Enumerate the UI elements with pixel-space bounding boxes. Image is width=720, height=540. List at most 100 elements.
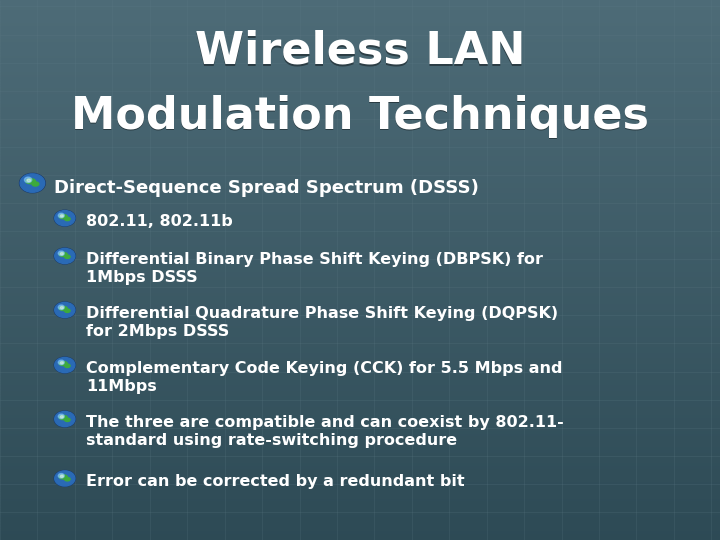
Bar	[0, 219, 720, 221]
Bar	[0, 16, 720, 19]
Circle shape	[54, 357, 76, 373]
Bar	[0, 59, 720, 62]
Bar	[0, 300, 720, 302]
Bar	[0, 192, 720, 194]
Bar	[0, 103, 720, 105]
Bar	[0, 359, 720, 362]
Circle shape	[54, 302, 76, 318]
Bar	[0, 329, 720, 332]
Circle shape	[20, 174, 45, 192]
Bar	[0, 248, 720, 251]
Bar	[0, 57, 720, 59]
Bar	[0, 211, 720, 213]
Text: Modulation Techniques: Modulation Techniques	[71, 96, 649, 139]
Bar	[0, 173, 720, 176]
Circle shape	[60, 475, 63, 477]
Bar	[0, 494, 720, 497]
Bar	[0, 256, 720, 259]
Bar	[0, 265, 720, 267]
Bar	[0, 224, 720, 227]
Bar	[0, 19, 720, 22]
Bar	[0, 143, 720, 146]
Bar	[0, 481, 720, 483]
Text: Differential Binary Phase Shift Keying (DBPSK) for
1Mbps DSSS: Differential Binary Phase Shift Keying (…	[86, 252, 544, 285]
Bar	[0, 535, 720, 537]
Bar	[0, 402, 720, 405]
Bar	[0, 400, 720, 402]
Bar	[0, 513, 720, 516]
Text: 802.11, 802.11b: 802.11, 802.11b	[86, 214, 233, 229]
Bar	[0, 76, 720, 78]
Bar	[0, 140, 720, 143]
Bar	[0, 138, 720, 140]
Text: Modulation Techniques: Modulation Techniques	[71, 94, 649, 138]
Bar	[0, 181, 720, 184]
Bar	[0, 483, 720, 486]
Bar	[0, 159, 720, 162]
Bar	[0, 270, 720, 273]
Bar	[0, 502, 720, 505]
Bar	[0, 259, 720, 262]
Bar	[0, 397, 720, 400]
Bar	[0, 348, 720, 351]
Ellipse shape	[59, 415, 68, 420]
Bar	[0, 111, 720, 113]
Bar	[0, 313, 720, 316]
Bar	[0, 510, 720, 513]
Bar	[0, 275, 720, 278]
Bar	[0, 213, 720, 216]
Bar	[0, 392, 720, 394]
Bar	[0, 378, 720, 381]
Bar	[0, 157, 720, 159]
Bar	[0, 246, 720, 248]
Bar	[0, 321, 720, 324]
Bar	[0, 202, 720, 205]
Ellipse shape	[65, 309, 70, 313]
Bar	[0, 89, 720, 92]
Circle shape	[55, 211, 75, 226]
Circle shape	[58, 474, 64, 478]
Bar	[0, 146, 720, 148]
Bar	[0, 462, 720, 464]
Bar	[0, 289, 720, 292]
Bar	[0, 478, 720, 481]
Circle shape	[60, 362, 63, 364]
Bar	[0, 135, 720, 138]
Bar	[0, 486, 720, 489]
Bar	[0, 184, 720, 186]
Bar	[0, 294, 720, 297]
Bar	[0, 278, 720, 281]
Bar	[0, 30, 720, 32]
Bar	[0, 518, 720, 521]
Bar	[0, 92, 720, 94]
Bar	[0, 194, 720, 197]
Bar	[0, 86, 720, 89]
Bar	[0, 475, 720, 478]
Bar	[0, 532, 720, 535]
Bar	[0, 316, 720, 319]
Bar	[0, 116, 720, 119]
Bar	[0, 232, 720, 235]
Ellipse shape	[65, 255, 70, 259]
Bar	[0, 148, 720, 151]
Bar	[0, 49, 720, 51]
Bar	[0, 508, 720, 510]
Circle shape	[19, 173, 45, 193]
Bar	[0, 410, 720, 413]
Bar	[0, 151, 720, 154]
Bar	[0, 154, 720, 157]
Bar	[0, 408, 720, 410]
Bar	[0, 516, 720, 518]
Bar	[0, 254, 720, 256]
Circle shape	[55, 302, 75, 318]
Circle shape	[54, 470, 76, 487]
Bar	[0, 297, 720, 300]
Bar	[0, 324, 720, 327]
Bar	[0, 292, 720, 294]
Bar	[0, 497, 720, 500]
Bar	[0, 38, 720, 40]
Bar	[0, 208, 720, 211]
Ellipse shape	[32, 182, 39, 186]
Bar	[0, 364, 720, 367]
Bar	[0, 351, 720, 354]
